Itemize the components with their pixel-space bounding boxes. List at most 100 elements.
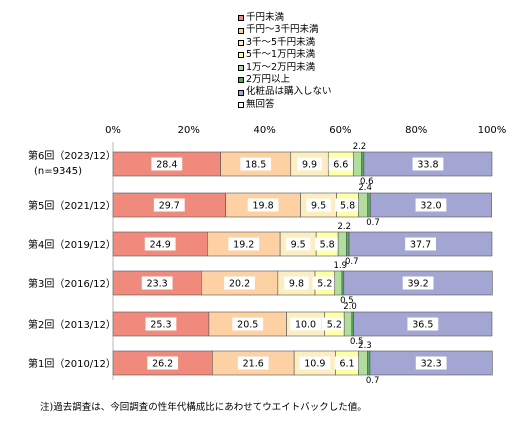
data-label: 10.9 xyxy=(304,359,325,370)
legend-item: 千円未満 xyxy=(238,12,332,24)
legend-swatch xyxy=(238,27,244,34)
data-label: 19.8 xyxy=(253,201,274,212)
data-label-box xyxy=(147,356,179,370)
bar-segment xyxy=(367,192,371,218)
data-label-box xyxy=(284,276,309,290)
data-label-box xyxy=(328,157,354,171)
data-label-box xyxy=(240,157,272,171)
legend-label: 5千～1万円未満 xyxy=(246,49,316,61)
x-tick-label: 100% xyxy=(478,125,507,136)
data-label: 23.3 xyxy=(147,279,168,290)
data-label: 0.7 xyxy=(345,257,359,267)
legend-item: 千円～3千円未満 xyxy=(238,24,332,36)
category-label: 第4回（2019/12） xyxy=(28,238,116,251)
data-label: 5.2 xyxy=(317,279,332,290)
bar-segment xyxy=(343,311,353,337)
category-label: 第1回（2010/12） xyxy=(28,357,116,370)
x-tick-label: 40% xyxy=(253,125,275,136)
legend-item: 3千～5千円未満 xyxy=(238,37,332,49)
legend-item: 1万～2万円未満 xyxy=(238,62,332,74)
data-label: 33.8 xyxy=(417,160,438,171)
legend-swatch xyxy=(238,89,244,96)
data-label-box xyxy=(405,237,436,251)
x-tick-label: 20% xyxy=(178,125,200,136)
bar-segment xyxy=(334,270,343,296)
data-label: 0.5 xyxy=(340,296,354,306)
data-label-box xyxy=(141,276,173,290)
data-label: 20.5 xyxy=(237,320,258,331)
data-label-box xyxy=(144,237,176,251)
category-label: 第6回（2023/12） xyxy=(28,149,116,162)
data-label-box xyxy=(412,157,444,171)
data-label: 0.6 xyxy=(360,177,374,187)
data-label-box xyxy=(153,198,185,212)
data-label-box xyxy=(402,276,434,290)
data-label: 19.2 xyxy=(233,240,254,251)
legend-swatch xyxy=(238,77,244,84)
footnote: 注)過去調査は、今回調査の性年代構成比にあわせてウエイトバックした値。 xyxy=(40,402,367,413)
bar-segment xyxy=(367,350,371,376)
data-label: 9.5 xyxy=(311,201,326,212)
data-label-box xyxy=(247,198,279,212)
data-label-box xyxy=(285,237,311,251)
data-label: 2.3 xyxy=(358,341,372,351)
data-label: 9.9 xyxy=(302,160,317,171)
data-label: 6.6 xyxy=(333,160,348,171)
data-label: 2.2 xyxy=(338,222,352,232)
data-label: 2.2 xyxy=(353,142,367,152)
legend-item: 5千～1万円未満 xyxy=(238,49,332,61)
data-label-box xyxy=(237,356,269,370)
data-label: 18.5 xyxy=(245,160,266,171)
bar-segment xyxy=(346,231,350,257)
data-label: 37.7 xyxy=(410,240,431,251)
x-tick-label: 60% xyxy=(329,125,351,136)
data-label: 2.4 xyxy=(358,183,372,193)
data-label: 10.0 xyxy=(295,320,316,331)
category-label: 第2回（2013/12） xyxy=(28,318,116,331)
data-label-box xyxy=(335,198,360,212)
data-label: 25.3 xyxy=(150,320,171,331)
data-label: 6.1 xyxy=(339,359,354,370)
category-label: 第3回（2016/12） xyxy=(28,277,116,290)
data-label: 36.5 xyxy=(412,320,433,331)
x-tick-label: 80% xyxy=(405,125,427,136)
category-label: 第5回（2021/12） xyxy=(28,199,116,212)
data-label: 28.4 xyxy=(156,160,177,171)
legend-label: 千円未満 xyxy=(246,12,285,23)
legend-swatch xyxy=(238,15,244,22)
bar-segment xyxy=(361,151,365,177)
data-label: 0.7 xyxy=(366,218,380,228)
data-label: 1.9 xyxy=(334,261,348,271)
data-label: 24.9 xyxy=(150,240,171,251)
data-label-box xyxy=(232,317,264,331)
legend-label: 無回答 xyxy=(246,98,275,110)
legend-swatch xyxy=(238,64,244,71)
legend: 千円未満 千円～3千円未満 3千～5千円未満 5千～1万円未満 1万～2万円未満 2万円以… xyxy=(238,12,332,111)
data-label-box xyxy=(224,276,255,290)
data-label-box xyxy=(297,157,322,171)
legend-swatch xyxy=(238,40,244,47)
bar-segment xyxy=(208,311,287,337)
data-label: 2.0 xyxy=(343,302,357,312)
data-label-box xyxy=(145,317,177,331)
data-label-box xyxy=(314,237,340,251)
legend-label: 1万～2万円未満 xyxy=(246,61,316,73)
legend-item: 無回答 xyxy=(238,99,332,111)
data-label-box xyxy=(151,157,183,171)
bar-segment xyxy=(358,192,368,218)
legend-item: 化粧品は購入しない xyxy=(238,86,332,98)
data-label: 9.8 xyxy=(289,279,304,290)
data-label: 26.2 xyxy=(152,359,173,370)
data-label-box xyxy=(312,276,338,290)
legend-item: 2万円以上 xyxy=(238,74,332,86)
x-tick-label: 0% xyxy=(105,125,121,136)
legend-label: 3千～5千円未満 xyxy=(246,36,316,48)
data-label-box xyxy=(415,198,447,212)
data-label: 39.2 xyxy=(408,279,429,290)
data-label-box xyxy=(306,198,331,212)
data-label-box xyxy=(290,317,321,331)
data-label: 9.5 xyxy=(291,240,306,251)
data-label: 0.5 xyxy=(350,337,364,347)
data-label: 20.2 xyxy=(229,279,250,290)
